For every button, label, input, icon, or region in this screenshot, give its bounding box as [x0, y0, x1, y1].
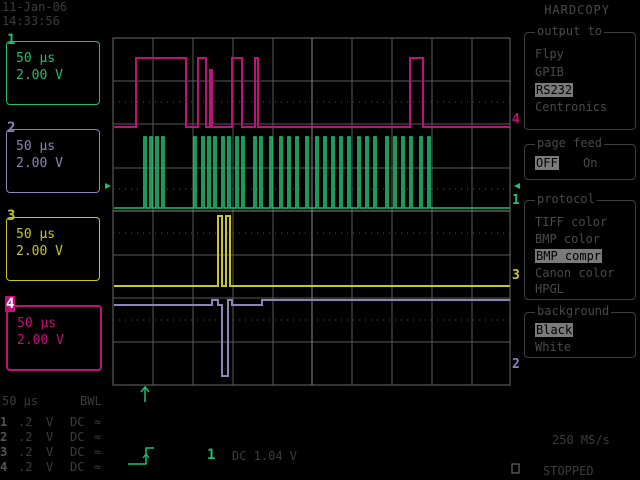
channel-4-number: 4: [5, 296, 16, 312]
trigger-position-arrow: [140, 385, 150, 402]
channel-3-number: 3: [7, 208, 16, 224]
channel-row-2: 2 .2 V DC ≈: [0, 430, 101, 444]
channel-row-2-val: .2: [18, 430, 33, 444]
protocol-item-bmp-compr[interactable]: BMP compr: [535, 249, 603, 263]
channel-row-1-coupling: DC: [70, 415, 85, 429]
channel-row-3-num: 3: [0, 445, 8, 459]
page-feed-on[interactable]: On: [583, 156, 598, 170]
trigger-channel: 1: [207, 447, 216, 463]
protocol-menu[interactable]: protocol TIFF color BMP color BMP compr …: [524, 192, 636, 300]
output-to-menu[interactable]: output to Flpy GPIB RS232 Centronics: [524, 24, 636, 130]
channel-row-4-val: .2: [18, 460, 33, 474]
channel-row-2-unit: V: [46, 430, 54, 444]
channel-4-trace: [114, 57, 510, 128]
channel-row-4-coupling: DC: [70, 460, 85, 474]
channel-2-trace: [114, 299, 510, 377]
channel-2-box[interactable]: 50 μs 2.00 V: [6, 129, 100, 193]
output-item-gpib[interactable]: GPIB: [535, 65, 564, 79]
channel-3-box[interactable]: 50 μs 2.00 V: [6, 217, 100, 281]
channel-1-right-marker: [514, 183, 520, 189]
channel-row-4: 4 .2 V DC ≈: [0, 460, 101, 474]
output-item-centronics[interactable]: Centronics: [535, 100, 608, 114]
channel-1-number: 1: [7, 32, 16, 48]
channel-3-timebase: 50 μs: [16, 227, 56, 242]
output-item-rs232[interactable]: RS232: [535, 83, 574, 97]
background-item-white[interactable]: White: [535, 340, 572, 354]
channel-row-3: 3 .2 V DC ≈: [0, 445, 101, 459]
channel-row-1-num: 1: [0, 415, 8, 429]
channel-1-ground-marker: [105, 183, 111, 189]
output-item-flpy[interactable]: Flpy: [535, 47, 564, 61]
channel-4-box[interactable]: 50 μs 2.00 V: [6, 305, 102, 371]
channel-1-volts: 2.00 V: [16, 68, 63, 83]
background-item-black[interactable]: Black: [535, 323, 574, 337]
channel-2-timebase: 50 μs: [16, 139, 56, 154]
channel-row-3-unit: V: [46, 445, 54, 459]
channel-row-4-num: 4: [0, 460, 8, 474]
datetime: 11-Jan-06 14:33:56: [2, 0, 67, 28]
channel-1-timebase: 50 μs: [16, 51, 56, 66]
channel-row-3-coupling: DC: [70, 445, 85, 459]
channel-row-4-unit: V: [46, 460, 54, 474]
channel-3-volts: 2.00 V: [16, 244, 63, 259]
channel-4-volts: 2.00 V: [17, 333, 64, 348]
trigger-info: DC 1.04 V: [232, 449, 298, 463]
channel-1-trace: [114, 136, 510, 209]
channel-row-2-coupling: DC: [70, 430, 85, 444]
page-feed-menu[interactable]: page feed OFF On: [524, 136, 636, 180]
page-feed-title: page feed: [535, 136, 605, 150]
background-menu[interactable]: background Black White: [524, 304, 636, 358]
channel-row-4-suffix: ≈: [94, 460, 102, 474]
acquisition-indicator: [511, 463, 520, 474]
output-to-title: output to: [535, 24, 605, 38]
graticule-dots: [113, 101, 510, 321]
hardcopy-title: HARDCOPY: [544, 3, 610, 17]
channel-1-trace-marker: 1: [512, 193, 520, 208]
channel-row-1-suffix: ≈: [94, 415, 102, 429]
sample-rate: 250 MS/s: [552, 433, 610, 447]
channel-row-2-num: 2: [0, 430, 8, 444]
protocol-item-tiff-color[interactable]: TIFF color: [535, 215, 608, 229]
channel-4-timebase: 50 μs: [17, 316, 57, 331]
channel-3-trace: [114, 215, 510, 287]
channel-1-box[interactable]: 50 μs 2.00 V: [6, 41, 100, 105]
protocol-item-canon-color[interactable]: Canon color: [535, 266, 615, 280]
graticule-center-axes: [113, 38, 510, 385]
channel-row-1: 1 .2 V DC ≈: [0, 415, 101, 429]
channel-3-trace-marker: 3: [512, 268, 520, 283]
channel-2-trace-marker: 2: [512, 357, 520, 372]
protocol-item-bmp-color[interactable]: BMP color: [535, 232, 601, 246]
channel-row-1-val: .2: [18, 415, 33, 429]
acquisition-status: STOPPED: [543, 464, 594, 478]
channel-4-trace-marker: 4: [512, 112, 520, 127]
background-title: background: [535, 304, 612, 318]
channel-row-2-suffix: ≈: [94, 430, 102, 444]
channel-row-3-suffix: ≈: [94, 445, 102, 459]
channel-2-number: 2: [7, 120, 16, 136]
bottom-timebase: 50 μs: [2, 394, 39, 408]
date-label: 11-Jan-06: [2, 0, 68, 14]
protocol-title: protocol: [535, 192, 597, 206]
page-feed-off[interactable]: OFF: [535, 156, 559, 170]
protocol-item-hpgl[interactable]: HPGL: [535, 282, 564, 296]
channel-row-3-val: .2: [18, 445, 33, 459]
bwl-label: BWL: [80, 394, 102, 408]
channel-row-1-unit: V: [46, 415, 54, 429]
channel-2-volts: 2.00 V: [16, 156, 63, 171]
time-label: 14:33:56: [2, 14, 60, 28]
trigger-slope-icon: [128, 447, 154, 465]
